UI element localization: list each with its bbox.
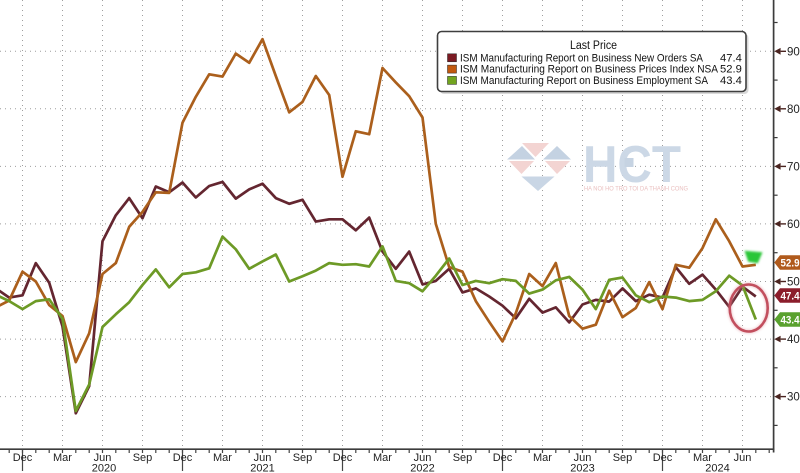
- svg-text:Jun: Jun: [254, 452, 272, 464]
- svg-text:47.4: 47.4: [781, 290, 800, 302]
- svg-text:40: 40: [787, 334, 800, 346]
- svg-text:Jun: Jun: [574, 452, 592, 464]
- svg-text:80: 80: [787, 104, 800, 116]
- svg-text:60: 60: [787, 219, 800, 231]
- svg-text:Mar: Mar: [533, 452, 552, 464]
- svg-text:30: 30: [787, 392, 800, 404]
- svg-text:Jun: Jun: [414, 452, 432, 464]
- svg-text:50: 50: [787, 277, 800, 289]
- svg-text:2020: 2020: [92, 463, 116, 473]
- svg-text:2021: 2021: [250, 463, 274, 473]
- svg-text:Sep: Sep: [293, 452, 313, 464]
- svg-text:70: 70: [787, 161, 800, 173]
- svg-text:Mar: Mar: [53, 452, 72, 464]
- svg-text:Mar: Mar: [213, 452, 232, 464]
- svg-text:ISM Manufacturing Report on Bu: ISM Manufacturing Report on Business New…: [460, 52, 703, 64]
- svg-text:2022: 2022: [410, 463, 434, 473]
- svg-text:Dec: Dec: [13, 452, 33, 464]
- svg-text:Sep: Sep: [613, 452, 633, 464]
- svg-text:90: 90: [787, 46, 800, 58]
- svg-text:Mar: Mar: [373, 452, 392, 464]
- svg-text:43.4: 43.4: [720, 75, 742, 87]
- svg-text:52.9: 52.9: [720, 64, 742, 76]
- svg-text:2024: 2024: [705, 463, 729, 473]
- svg-text:2023: 2023: [570, 463, 594, 473]
- svg-text:43.4: 43.4: [781, 314, 800, 326]
- svg-text:Mar: Mar: [693, 452, 712, 464]
- svg-text:ISM Manufacturing Report on Bu: ISM Manufacturing Report on Business Emp…: [460, 75, 708, 87]
- svg-text:HA NOI HO TRO TOI DA THANH CON: HA NOI HO TRO TOI DA THANH CONG: [584, 187, 688, 193]
- svg-text:ISM Manufacturing Report on Bu: ISM Manufacturing Report on Business Pri…: [460, 64, 718, 76]
- svg-text:Dec: Dec: [493, 452, 513, 464]
- svg-text:Last Price: Last Price: [570, 40, 617, 52]
- svg-text:47.4: 47.4: [720, 52, 742, 64]
- svg-text:Jun: Jun: [734, 452, 752, 464]
- svg-text:Sep: Sep: [453, 452, 473, 464]
- svg-text:52.9: 52.9: [781, 257, 800, 269]
- svg-text:Dec: Dec: [653, 452, 673, 464]
- svg-text:Dec: Dec: [173, 452, 193, 464]
- svg-text:Sep: Sep: [133, 452, 153, 464]
- svg-text:Dec: Dec: [333, 452, 353, 464]
- svg-text:Jun: Jun: [94, 452, 112, 464]
